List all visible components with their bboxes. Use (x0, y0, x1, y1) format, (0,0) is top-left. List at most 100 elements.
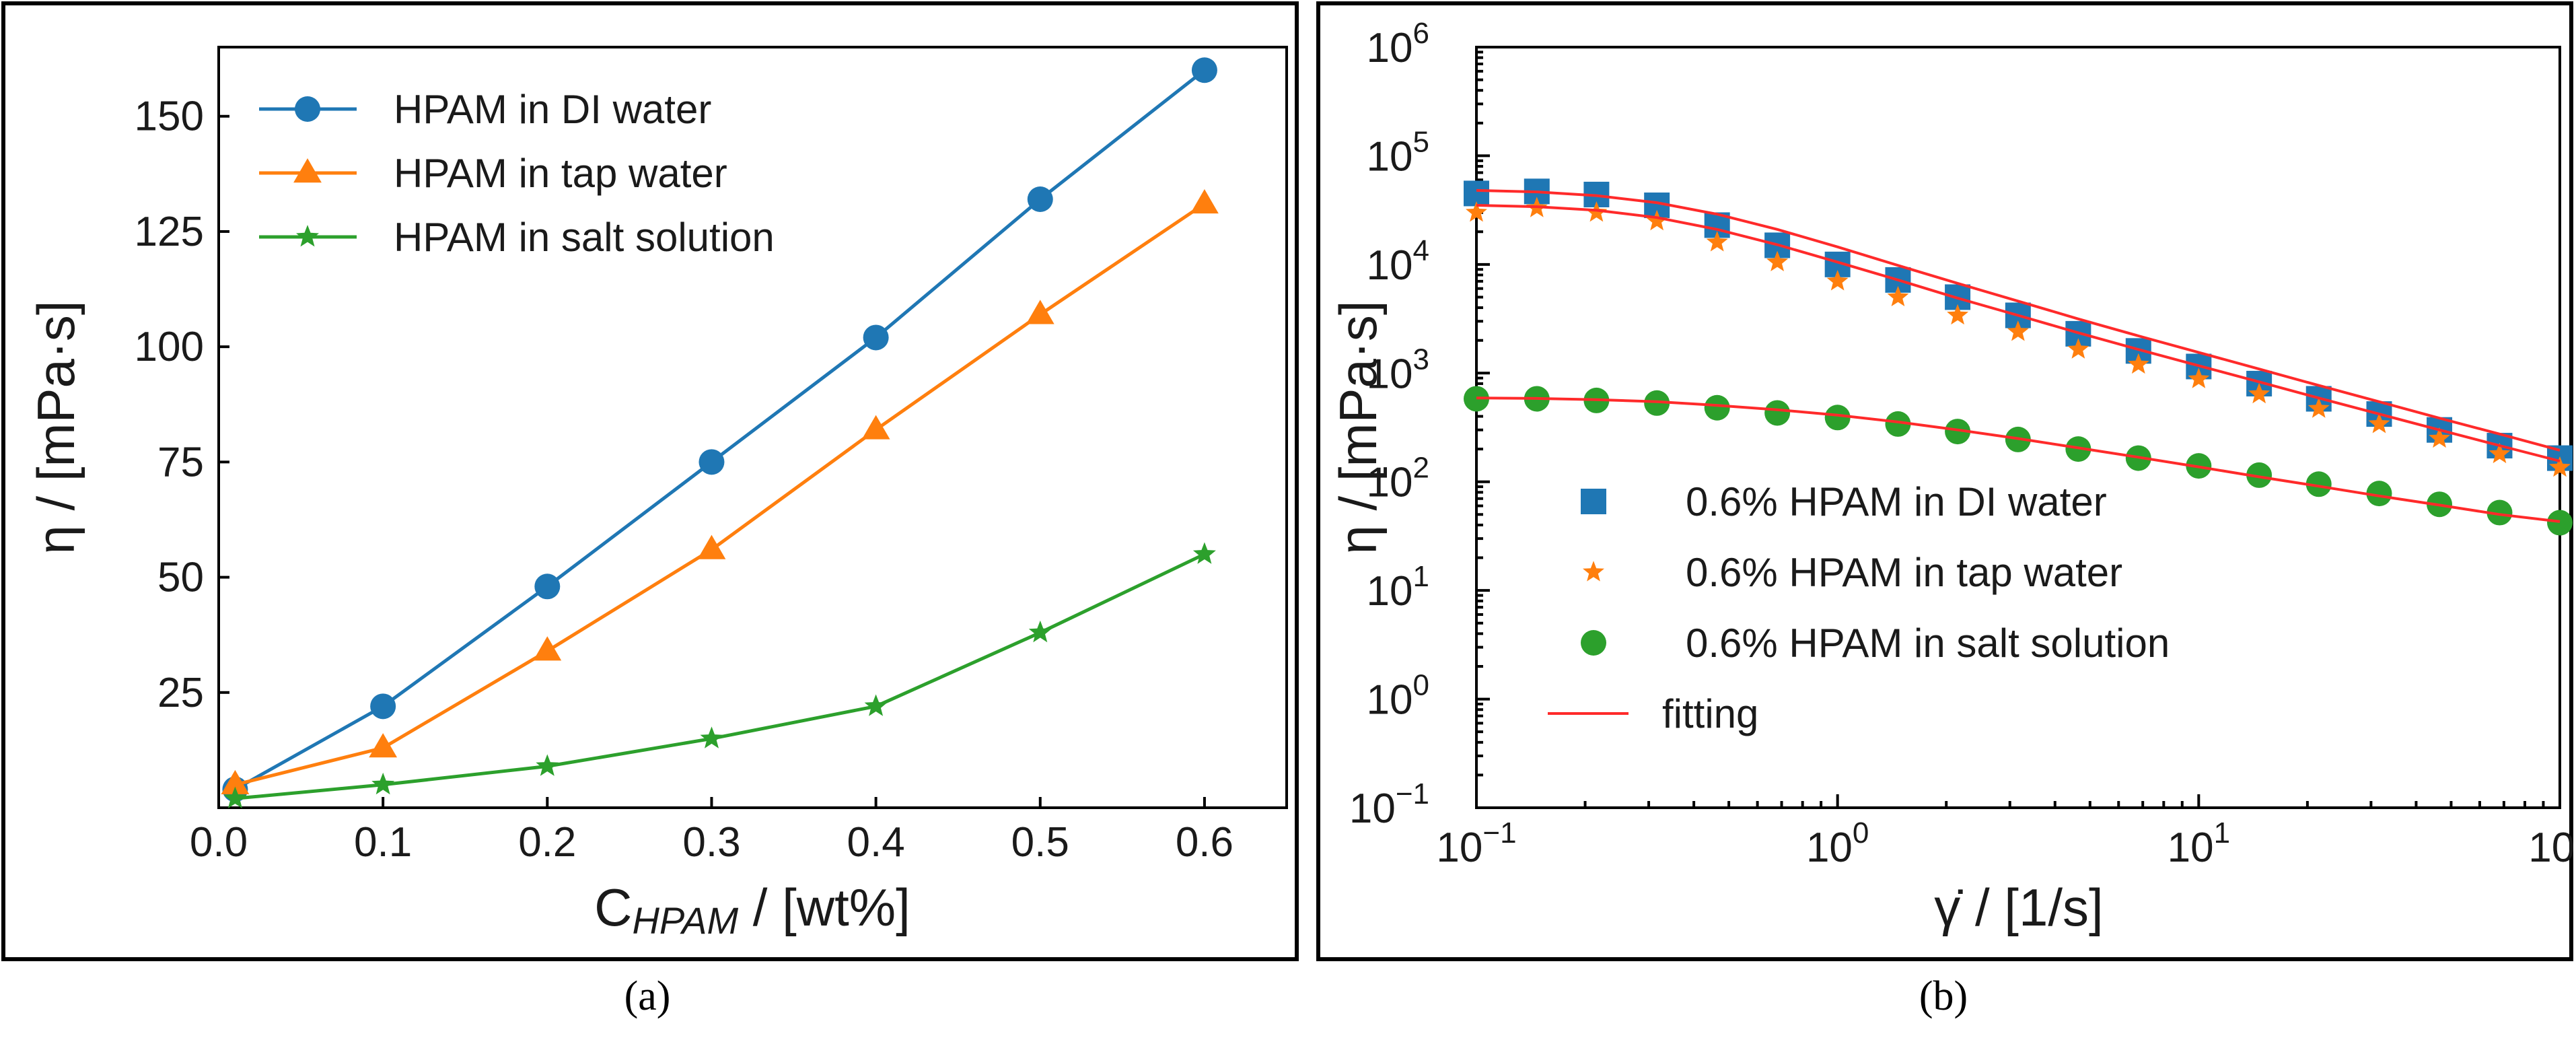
fitting-curve (1476, 204, 2561, 462)
x-tick-label: 100 (1806, 816, 1869, 871)
x-tick-label: 0.5 (1011, 819, 1069, 866)
data-point (1190, 188, 1219, 214)
chart-b-ylabel: η / [mPa·s] (1328, 300, 1388, 554)
data-point (371, 772, 395, 795)
legend-label: HPAM in tap water (394, 151, 727, 196)
panel-b-frame (1316, 1, 2573, 961)
legend-marker (1581, 630, 1606, 656)
data-point (1945, 419, 1971, 445)
data-point (2486, 499, 2513, 526)
y-tick-label: 125 (135, 209, 204, 255)
data-point (1885, 411, 1911, 437)
legend-label: HPAM in salt solution (394, 215, 775, 260)
legend-entry-1: HPAM in tap water (259, 151, 727, 196)
legend-marker (295, 96, 320, 122)
fitting-curve (1476, 396, 2561, 523)
data-point (534, 573, 561, 600)
fitting-curves (1476, 188, 2561, 523)
y-tick-label: 102 (1367, 452, 1429, 506)
x-tick-label: 0.4 (847, 819, 905, 866)
data-point (1646, 209, 1668, 231)
data-point (1026, 300, 1054, 324)
data-point (2188, 368, 2210, 388)
chart-a-axes-box (217, 46, 1288, 809)
x-tick-label: 102 (2528, 816, 2576, 871)
data-point (2429, 427, 2450, 448)
chart-a-legend: HPAM in DI water HPAM in tap water HPAM in… (259, 87, 775, 260)
chart-b-xlabel: γ̇ / [1/s] (1934, 878, 2103, 937)
legend-entry-1: 0.6% HPAM in tap water (1583, 550, 2122, 595)
data-point (700, 726, 723, 749)
data-point (221, 769, 250, 795)
chart-b-series (1464, 178, 2573, 536)
data-point (2368, 413, 2390, 433)
legend-label: 0.6% HPAM in DI water (1686, 479, 2107, 524)
legend-entry-0: 0.6% HPAM in DI water (1581, 479, 2107, 524)
y-tick-label: 150 (135, 94, 204, 140)
y-tick-label: 104 (1367, 234, 1429, 289)
data-point (2305, 471, 2332, 497)
data-point (223, 786, 247, 808)
series-1 (221, 188, 1219, 795)
data-point (699, 449, 725, 475)
x-tick-label: 0.2 (518, 819, 576, 866)
data-point (864, 694, 888, 716)
data-point (2248, 382, 2270, 404)
data-point (1704, 394, 1730, 421)
legend-label: 0.6% HPAM in salt solution (1686, 621, 2170, 666)
legend-label: fitting (1662, 691, 1758, 736)
y-tick-label: 50 (157, 555, 204, 601)
x-tick-label: 0.0 (190, 819, 248, 866)
chart-b: 10−1 100 101 102 10−1 100 101 102 103 104 105 106 0… (1328, 17, 2576, 937)
data-point (1887, 285, 1909, 306)
series-line (235, 553, 1205, 800)
legend-marker (296, 225, 319, 247)
chart-a: 0.0 0.1 0.2 0.3 0.4 0.5 0.6 25 50 75 100 125 150 HPA… (26, 46, 1288, 942)
data-point (2246, 462, 2273, 488)
data-point (1947, 304, 1969, 325)
data-point (2547, 510, 2573, 536)
legend-entry-2: 0.6% HPAM in salt solution (1581, 621, 2170, 666)
legend-entry-2: HPAM in salt solution (259, 215, 775, 260)
data-point (369, 733, 398, 758)
legend-label: 0.6% HPAM in tap water (1686, 550, 2122, 595)
y-tick-label: 105 (1367, 125, 1429, 180)
data-point (533, 636, 562, 661)
panel-a-frame (1, 1, 1299, 961)
x-tick-label: 0.6 (1176, 819, 1233, 866)
data-point (2307, 397, 2330, 418)
y-tick-label: 103 (1367, 343, 1429, 397)
chart-b-axes-box (1475, 46, 2561, 809)
chart-a-xlabel: CHPAM / [wt%] (594, 878, 910, 942)
y-tick-label: 101 (1367, 560, 1429, 615)
data-point (370, 693, 396, 720)
fitting-curve (1476, 188, 2561, 452)
data-point (1027, 186, 1053, 212)
chart-a-series (221, 57, 1219, 808)
x-tick-label: 101 (2168, 816, 2230, 871)
panel-b-caption: (b) (1919, 973, 1968, 1019)
data-point (1466, 201, 1487, 222)
data-point (1706, 231, 1728, 252)
legend-label: HPAM in DI water (394, 87, 711, 132)
data-point (863, 324, 889, 351)
data-point (2007, 320, 2029, 341)
data-point (1191, 57, 1217, 83)
panel-a-caption: (a) (624, 973, 671, 1019)
legend-entry-0: HPAM in DI water (259, 87, 711, 132)
y-tick-label: 100 (135, 324, 204, 370)
y-tick-label: 10−1 (1349, 777, 1429, 832)
data-point (1192, 542, 1216, 564)
chart-b-ticks: 10−1 100 101 102 10−1 100 101 102 103 104 105 106 (1349, 17, 2576, 871)
x-tick-label: 0.3 (682, 819, 740, 866)
series-2 (223, 542, 1216, 808)
y-tick-label: 75 (157, 439, 204, 485)
data-point (861, 415, 890, 440)
y-tick-label: 106 (1367, 17, 1429, 71)
data-point (2067, 338, 2089, 359)
legend-marker (293, 158, 322, 183)
data-point (1764, 400, 1791, 426)
data-point (2366, 481, 2392, 507)
legend-entry-3: fitting (1548, 691, 1758, 736)
data-point (2489, 442, 2511, 464)
